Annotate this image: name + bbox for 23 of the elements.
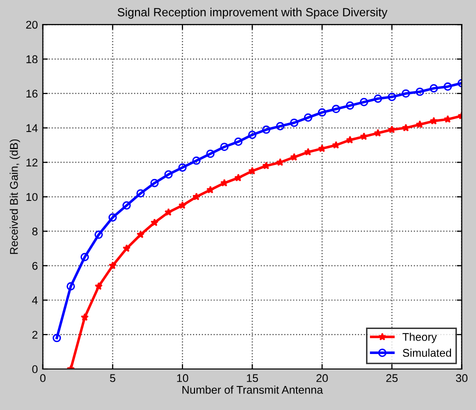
y-tick-label: 0: [32, 365, 38, 374]
y-tick-label: 8: [32, 228, 38, 236]
legend-label: Simulated: [402, 348, 452, 357]
x-tick-label: 10: [177, 374, 188, 382]
y-tick-label: 20: [26, 20, 38, 29]
legend-label: Theory: [402, 332, 437, 344]
y-tick-label: 2: [32, 330, 38, 339]
y-axis-title: Received Bit Gain, (dB): [10, 139, 20, 254]
y-tick-label: 10: [26, 193, 38, 201]
x-tick-label: 20: [316, 374, 328, 382]
x-axis-title: Number of Transmit Antenna: [182, 386, 323, 394]
chart-title: Signal Reception improvement with Space Diversity: [118, 8, 388, 19]
y-tick-label: 16: [26, 90, 38, 98]
y-tick-label: 12: [26, 158, 38, 166]
y-tick-label: 14: [26, 124, 38, 132]
x-tick-label: 5: [110, 374, 116, 382]
x-tick-label: 30: [456, 374, 468, 382]
y-tick-label: 6: [32, 262, 38, 270]
x-tick-label: 15: [246, 374, 258, 382]
x-tick-label: 25: [386, 374, 398, 382]
y-tick-label: 18: [26, 55, 38, 64]
x-tick-label: 0: [40, 374, 46, 382]
y-tick-label: 4: [32, 296, 38, 304]
